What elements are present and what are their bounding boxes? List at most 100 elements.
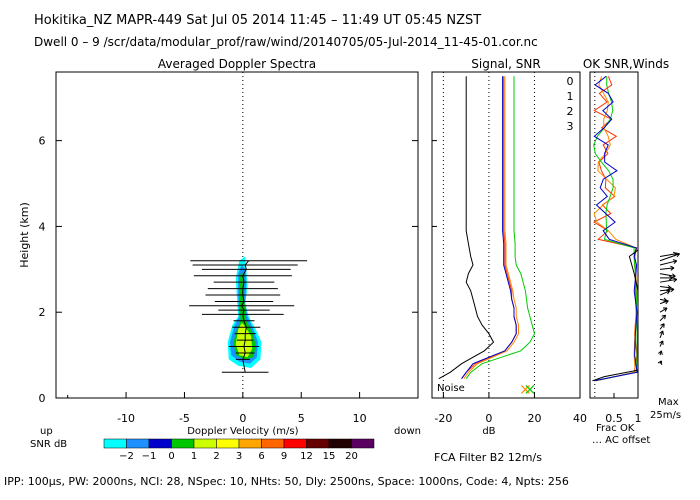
colorbar-swatch [193, 438, 217, 449]
ok-beam-0-line [592, 76, 638, 382]
wind-arrowhead [659, 340, 664, 345]
header-title: Hokitika_NZ MAPR-449 Sat Jul 05 2014 11:… [34, 13, 481, 28]
wind-vector [659, 340, 664, 347]
wind-vector [659, 330, 664, 339]
ok-beam-1-line [593, 76, 638, 382]
wind-vector [659, 260, 677, 266]
wind-vector [659, 290, 670, 296]
ok-beam-3-line [593, 75, 638, 382]
colorbar-swatch [103, 438, 127, 449]
doppler-spectra-panel: Averaged Doppler Spectra 0 2 4 6 -10 -5 0 5 10 Dop… [18, 57, 421, 437]
colorbar-swatch [328, 438, 352, 449]
legend-beam-0: 0 [567, 75, 574, 88]
wind-vector [659, 267, 675, 270]
wind-vector [659, 300, 669, 305]
noise-label: Noise [437, 383, 465, 394]
snr-colorbar: SNR dB−2 −1 0 1 2 3 6 9 12 15 20 [30, 438, 375, 462]
y-axis-label: Height (km) [18, 202, 31, 268]
y-tick-label: 2 [39, 306, 46, 319]
frac-ok-line [592, 249, 639, 382]
legend-beam-1: 1 [567, 90, 574, 103]
noise-marker [520, 384, 530, 394]
wind-arrowhead [672, 277, 678, 283]
wind-arrowhead [657, 360, 663, 365]
colorbar-swatch [306, 438, 330, 449]
wind-arrowhead [670, 265, 675, 271]
x-tick-label: -20 [434, 412, 452, 425]
legend-beam-3: 3 [567, 120, 574, 133]
colorbar-tick-label: −2 [119, 451, 134, 462]
colorbar-tick-label: 3 [236, 451, 242, 462]
snr-beam-2-line [465, 76, 536, 379]
wind-arrowhead [664, 299, 669, 305]
mean-velocity-line [241, 260, 250, 373]
spectra-title: Averaged Doppler Spectra [158, 57, 316, 71]
wind-arrowhead [675, 252, 680, 258]
wind-vector [659, 253, 680, 262]
x-axis-label: Doppler Velocity (m/s) [187, 426, 298, 437]
wind-arrowhead [660, 323, 665, 328]
wind-vector [659, 323, 665, 330]
ok-frame [589, 71, 639, 399]
colorbar-swatch [171, 438, 195, 449]
ok-title: OK SNR,Winds [583, 57, 669, 71]
x-tick-label: 10 [353, 412, 367, 425]
signal-line [438, 76, 495, 380]
ac-offset-label: … AC offset [592, 435, 650, 446]
colorbar-swatch [283, 438, 307, 449]
wind-arrowhead [662, 307, 668, 312]
x-axis-label: dB [482, 426, 495, 437]
x-tick-label: 0 [485, 412, 492, 425]
wind-arrowhead [668, 275, 673, 281]
colorbar-tick-label: 6 [258, 451, 264, 462]
x-tick-label: -10 [117, 412, 135, 425]
wind-vector [659, 273, 676, 277]
snr-beam-1-line [463, 76, 519, 379]
wind-arrowhead [661, 314, 667, 320]
y-tick-label: 6 [39, 135, 46, 148]
wind-vector [659, 307, 668, 313]
colorbar-label: SNR dB [30, 439, 67, 450]
up-label: up [40, 426, 53, 437]
signal-title: Signal, SNR [471, 57, 540, 71]
wind-vector [659, 253, 677, 257]
x-tick-label: 5 [298, 412, 305, 425]
header-path: Dwell 0 – 9 /scr/data/modular_prof/raw/w… [34, 35, 538, 49]
x-tick-label: 0 [239, 412, 246, 425]
colorbar-tick-label: 2 [213, 451, 219, 462]
colorbar-tick-label: 15 [323, 451, 336, 462]
legend-beam-2: 2 [567, 105, 574, 118]
down-label: down [394, 426, 421, 437]
colorbar-tick-label: −1 [142, 451, 157, 462]
footer-params: IPP: 100µs, PW: 2000ns, NCI: 28, NSpec: … [4, 475, 569, 488]
signal-frame [431, 71, 581, 399]
colorbar-swatch [351, 438, 375, 449]
wind-arrowhead [659, 330, 664, 335]
spectra-frame [55, 71, 419, 399]
snr-beam-3-line [461, 76, 517, 379]
colorbar-swatch [148, 438, 172, 449]
filter-label: FCA Filter B2 12m/s [434, 451, 542, 464]
max-speed-label: 25m/s [650, 410, 681, 421]
wind-arrowhead [670, 287, 675, 293]
ok-beam-2-line [593, 76, 638, 382]
x-tick-label: -5 [179, 412, 190, 425]
colorbar-swatch [238, 438, 262, 449]
x-tick-label: 20 [527, 412, 541, 425]
wind-arrowhead [658, 350, 663, 355]
frac-ok-label: Frac OK [596, 423, 635, 434]
max-label: Max [658, 397, 679, 408]
noise-marker [525, 384, 535, 394]
x-tick-label: 1 [635, 412, 642, 425]
wind-vector [659, 314, 666, 322]
x-tick-label: 0.5 [605, 412, 623, 425]
wind-arrowhead [665, 289, 671, 295]
x-tick-label: 40 [573, 412, 587, 425]
y-tick-label: 0 [39, 392, 46, 405]
wind-vector [659, 285, 672, 289]
colorbar-tick-label: 20 [345, 451, 358, 462]
